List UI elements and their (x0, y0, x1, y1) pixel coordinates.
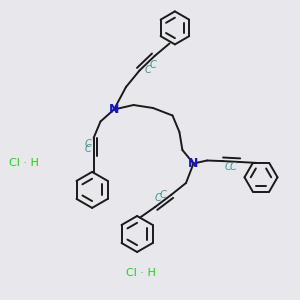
Text: N: N (188, 157, 199, 170)
Text: C: C (154, 193, 161, 203)
Text: C: C (145, 65, 152, 75)
Text: Cl · H: Cl · H (126, 268, 156, 278)
Text: C: C (149, 61, 156, 70)
Text: Cl · H: Cl · H (9, 158, 39, 169)
Text: C: C (230, 162, 237, 172)
Text: N: N (109, 103, 119, 116)
Text: C: C (85, 139, 92, 149)
Text: C: C (85, 144, 92, 154)
Text: C: C (225, 162, 232, 172)
Text: C: C (159, 190, 166, 200)
